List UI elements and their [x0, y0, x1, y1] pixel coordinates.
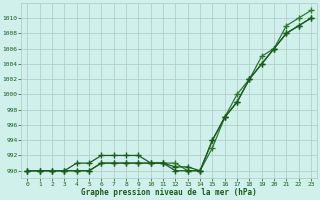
X-axis label: Graphe pression niveau de la mer (hPa): Graphe pression niveau de la mer (hPa) [81, 188, 257, 197]
